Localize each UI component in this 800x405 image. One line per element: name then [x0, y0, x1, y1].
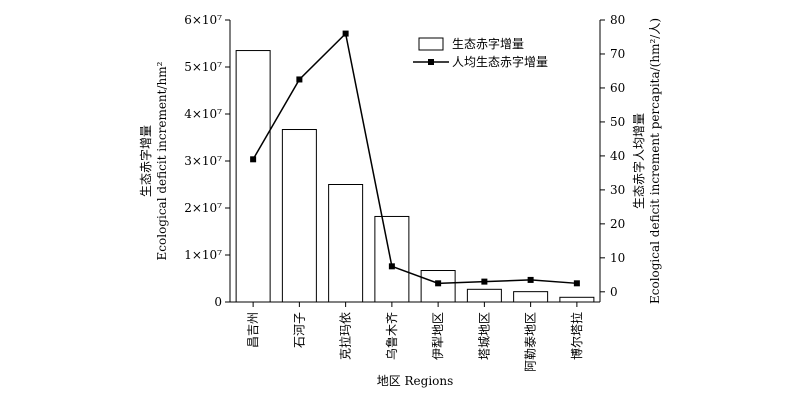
- line-point-1: [296, 76, 303, 83]
- right-tick-label-8: 80: [610, 13, 625, 27]
- legend-bar-label: 生态赤字增量: [452, 36, 524, 51]
- category-label-2: 克拉玛依: [338, 312, 353, 360]
- left-tick-label-0: 0: [214, 295, 222, 309]
- bar-3: [374, 215, 410, 303]
- left-tick-label-3: 3×10⁷: [184, 154, 222, 168]
- left-tick-label-5: 5×10⁷: [184, 60, 222, 74]
- bar-6: [513, 291, 549, 303]
- line-point-6: [527, 276, 534, 283]
- bar-2: [328, 184, 364, 303]
- right-axis-title-cn: 生态赤字人均增量: [631, 113, 646, 209]
- legend-line-label: 人均生态赤字增量: [452, 54, 548, 69]
- category-label-7: 博尔塔拉: [569, 312, 584, 360]
- bar-5: [466, 288, 502, 303]
- left-tick-label-1: 1×10⁷: [184, 248, 222, 262]
- labels-layer: 0 1×10⁷ 2×10⁷ 3×10⁷ 4×10⁷ 5×10⁷ 6×10⁷ 0 10 20 30 40…: [138, 13, 662, 388]
- series-line: [252, 32, 577, 285]
- left-tick-label-6: 6×10⁷: [184, 13, 222, 27]
- left-tick-label-4: 4×10⁷: [184, 107, 222, 121]
- category-label-5: 塔城地区: [477, 312, 491, 360]
- right-tick-label-7: 70: [610, 47, 625, 61]
- line-point-7: [573, 280, 580, 287]
- right-axis-title-en: Ecological deficit increment percapita/(…: [648, 18, 662, 304]
- bar-0: [235, 50, 271, 303]
- right-tick-label-4: 40: [610, 149, 625, 163]
- category-label-1: 石河子: [292, 312, 306, 348]
- left-axis-title-en: Ecological deficit increment/hm²: [155, 61, 169, 260]
- bar-1: [281, 129, 317, 303]
- line-point-3: [388, 263, 395, 270]
- bars-layer: [235, 50, 595, 303]
- line-point-0: [250, 156, 257, 163]
- right-tick-label-6: 60: [610, 81, 625, 95]
- line-point-2: [342, 30, 349, 37]
- category-label-0: 昌吉州: [246, 312, 260, 348]
- right-tick-label-2: 20: [610, 217, 625, 231]
- line-point-4: [435, 280, 442, 287]
- legend-bar-swatch: [418, 37, 444, 51]
- right-tick-label-3: 30: [610, 183, 625, 197]
- line-point-5: [481, 278, 488, 285]
- right-tick-label-5: 50: [610, 115, 625, 129]
- right-tick-label-0: 0: [610, 285, 618, 299]
- axes-layer: [225, 19, 605, 307]
- legend-line-marker: [428, 59, 434, 65]
- left-axis-title-cn: 生态赤字增量: [138, 125, 153, 197]
- line-layer: [250, 30, 580, 287]
- x-axis-title: 地区 Regions: [377, 374, 454, 388]
- left-tick-label-2: 2×10⁷: [184, 201, 222, 215]
- category-label-6: 阿勒泰地区: [524, 312, 538, 372]
- right-tick-label-1: 10: [610, 251, 625, 265]
- category-label-3: 乌鲁木齐: [384, 312, 399, 360]
- bar-7: [559, 296, 595, 303]
- category-label-4: 伊犁地区: [431, 312, 445, 360]
